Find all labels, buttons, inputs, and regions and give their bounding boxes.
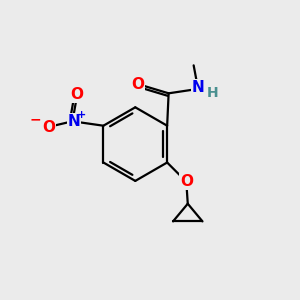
Text: +: + — [77, 110, 86, 120]
Text: O: O — [70, 87, 83, 102]
Text: H: H — [207, 86, 219, 100]
Text: O: O — [180, 174, 193, 189]
Text: O: O — [131, 77, 144, 92]
Text: N: N — [192, 80, 204, 95]
Text: N: N — [68, 114, 80, 129]
Text: O: O — [42, 120, 56, 135]
Text: −: − — [29, 113, 41, 127]
